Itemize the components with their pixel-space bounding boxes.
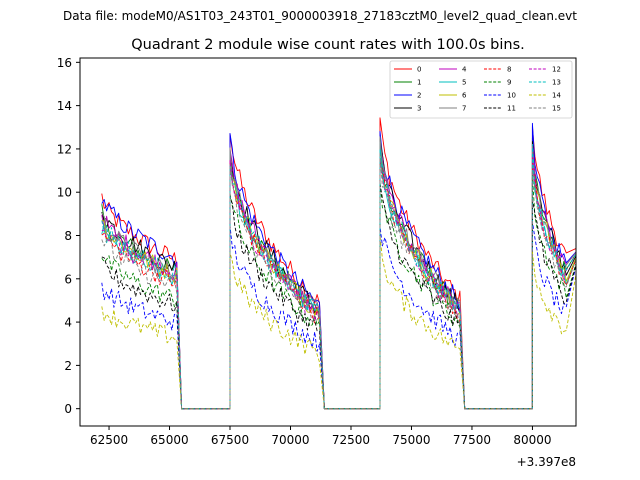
y-tick-label: 10	[57, 186, 72, 200]
y-tick-label: 16	[57, 56, 72, 70]
chart-title: Quadrant 2 module wise count rates with …	[131, 37, 525, 53]
y-tick-label: 8	[64, 229, 72, 243]
x-tick-label: 70000	[271, 433, 309, 447]
x-tick-label: 65000	[150, 433, 188, 447]
x-offset-text: +3.397e8	[517, 455, 576, 469]
series-layer	[101, 117, 576, 410]
x-tick-label: 77500	[453, 433, 491, 447]
x-tick-label: 62500	[90, 433, 128, 447]
legend-label-8: 8	[507, 66, 511, 74]
y-tick-label: 6	[64, 272, 72, 286]
x-axis: 62500 65000 67500 70000 72500 75000 77500 80000	[90, 426, 552, 447]
axes-frame	[79, 57, 577, 427]
legend-label-6: 6	[462, 92, 467, 100]
x-tick-label: 80000	[513, 433, 551, 447]
legend-label-13: 13	[552, 79, 561, 87]
y-tick-label: 12	[57, 142, 72, 156]
legend-frame	[389, 60, 573, 119]
series-line-12	[101, 154, 576, 410]
legend-label-2: 2	[417, 92, 421, 100]
legend-label-5: 5	[462, 79, 466, 87]
legend-label-10: 10	[507, 92, 516, 100]
legend-label-4: 4	[462, 66, 467, 74]
legend-label-3: 3	[417, 105, 421, 113]
legend-label-7: 7	[462, 105, 466, 113]
legend-label-0: 0	[417, 66, 421, 74]
legend-label-12: 12	[552, 66, 561, 74]
legend-label-15: 15	[552, 105, 561, 113]
suptitle: Data file: modeM0/AS1T03_243T01_90000039…	[63, 9, 577, 23]
x-tick-label: 67500	[211, 433, 249, 447]
legend-label-1: 1	[417, 79, 421, 87]
series-line-2	[101, 122, 576, 410]
x-tick-label: 72500	[332, 433, 370, 447]
series-line-6	[101, 149, 576, 410]
legend-label-14: 14	[552, 92, 561, 100]
y-tick-label: 0	[64, 402, 72, 416]
y-tick-label: 4	[64, 316, 72, 330]
legend-label-9: 9	[507, 79, 511, 87]
series-line-15	[101, 154, 576, 410]
series-line-11	[101, 183, 576, 410]
y-axis: 0 2 4 6 8 10 12 14 16	[57, 56, 80, 416]
series-line-14	[101, 234, 576, 410]
legend-label-11: 11	[507, 105, 516, 113]
series-line-10	[101, 221, 576, 410]
y-tick-label: 2	[64, 359, 72, 373]
y-tick-label: 14	[57, 99, 72, 113]
x-tick-label: 75000	[392, 433, 430, 447]
